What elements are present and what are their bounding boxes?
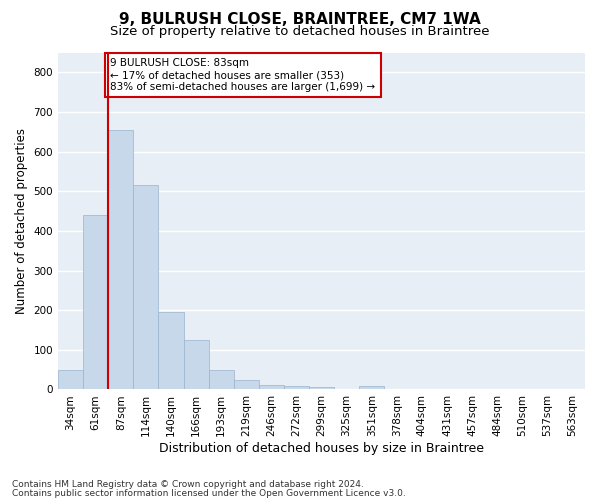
Text: 9, BULRUSH CLOSE, BRAINTREE, CM7 1WA: 9, BULRUSH CLOSE, BRAINTREE, CM7 1WA [119, 12, 481, 28]
Bar [158, 312, 184, 390]
Bar [233, 380, 259, 390]
Bar [359, 386, 384, 390]
Bar [108, 130, 133, 390]
Bar [184, 340, 209, 390]
Bar [58, 370, 83, 390]
Bar [284, 386, 309, 390]
Bar [209, 370, 233, 390]
Text: Size of property relative to detached houses in Braintree: Size of property relative to detached ho… [110, 25, 490, 38]
Bar [83, 215, 108, 390]
Text: Contains public sector information licensed under the Open Government Licence v3: Contains public sector information licen… [12, 488, 406, 498]
Text: 9 BULRUSH CLOSE: 83sqm
← 17% of detached houses are smaller (353)
83% of semi-de: 9 BULRUSH CLOSE: 83sqm ← 17% of detached… [110, 58, 376, 92]
Y-axis label: Number of detached properties: Number of detached properties [15, 128, 28, 314]
Bar [309, 388, 334, 390]
Bar [259, 384, 284, 390]
X-axis label: Distribution of detached houses by size in Braintree: Distribution of detached houses by size … [159, 442, 484, 455]
Bar [133, 186, 158, 390]
Text: Contains HM Land Registry data © Crown copyright and database right 2024.: Contains HM Land Registry data © Crown c… [12, 480, 364, 489]
